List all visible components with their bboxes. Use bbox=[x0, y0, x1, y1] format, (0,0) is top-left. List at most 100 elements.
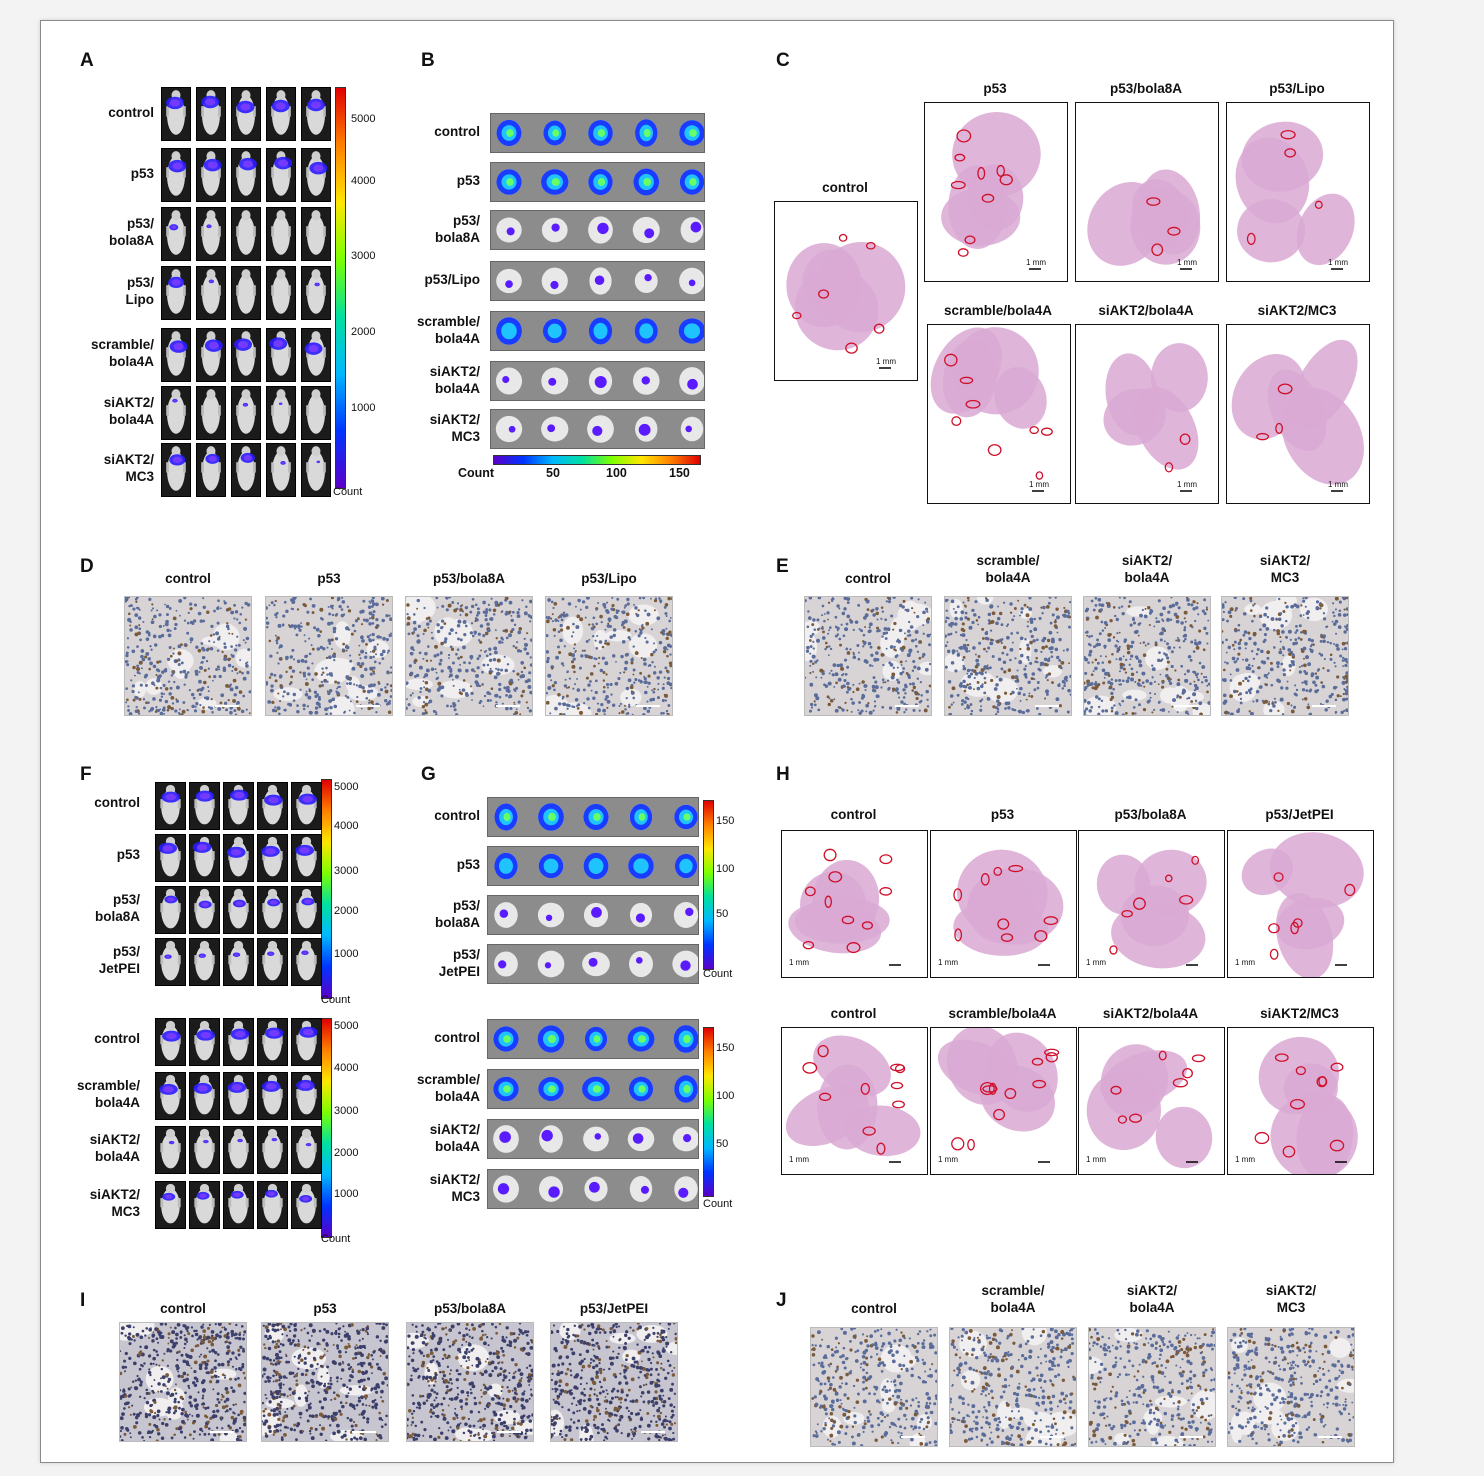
panel-a-row-label: siAKT2/ MC3 bbox=[103, 452, 154, 484]
panel-i-col-label: p53 bbox=[313, 1301, 337, 1316]
panel-b-colorbar-label: Count bbox=[458, 466, 495, 480]
panel-h-section-label: siAKT2/bola4A bbox=[1102, 1006, 1199, 1021]
mouse-image bbox=[291, 1072, 322, 1120]
scale-bar-label: 1 mm bbox=[1328, 480, 1348, 489]
mouse-image bbox=[223, 1126, 254, 1174]
mouse-image bbox=[161, 386, 191, 440]
mouse-image bbox=[291, 782, 322, 830]
panel-a-tick: 3000 bbox=[351, 250, 376, 262]
panel-a-row-label: p53/ Lipo bbox=[125, 275, 155, 307]
mouse-image bbox=[301, 386, 331, 440]
mouse-image bbox=[257, 834, 288, 882]
organ-image-strip bbox=[490, 261, 705, 301]
mouse-image bbox=[189, 938, 220, 986]
panel-d-col-label: control bbox=[165, 571, 211, 586]
panel-h-section-label: control bbox=[830, 1006, 877, 1021]
mouse-image bbox=[196, 328, 226, 382]
panel-g-row-label: siAKT2/ MC3 bbox=[429, 1172, 480, 1204]
ihc-image bbox=[545, 1320, 687, 1452]
organ-image-strip bbox=[490, 311, 706, 351]
mouse-image bbox=[223, 834, 254, 882]
panel-f-tick: 3000 bbox=[334, 865, 359, 877]
scale-bar-label: 1 mm bbox=[876, 357, 896, 366]
mouse-image bbox=[291, 886, 322, 934]
panel-f-colorbar-label: Count bbox=[321, 994, 351, 1006]
panel-b-row-label: control bbox=[434, 124, 480, 139]
mouse-image bbox=[189, 1126, 220, 1174]
panel-f-colorbar-bottom bbox=[321, 1018, 332, 1238]
lung-section-image bbox=[930, 830, 1077, 978]
lung-section-image bbox=[1075, 324, 1219, 504]
mouse-image bbox=[161, 266, 191, 320]
organ-image-strip bbox=[487, 1069, 699, 1109]
ihc-image bbox=[943, 590, 1073, 717]
scale-bar-label: 1 mm bbox=[789, 958, 809, 967]
panel-label-d: D bbox=[80, 556, 94, 577]
mouse-image bbox=[189, 1018, 220, 1066]
panel-a-tick: 5000 bbox=[351, 113, 376, 125]
mouse-image bbox=[223, 782, 254, 830]
mouse-image bbox=[223, 1072, 254, 1120]
panel-f-row-label: scramble/ bola4A bbox=[76, 1078, 140, 1110]
mouse-image bbox=[266, 328, 296, 382]
organ-image-strip bbox=[490, 210, 705, 250]
panel-e-col-label: siAKT2/ bola4A bbox=[1121, 553, 1173, 585]
panel-h-section-label: control bbox=[830, 807, 877, 822]
lung-section-image bbox=[1226, 324, 1370, 504]
organ-image-strip bbox=[490, 113, 705, 153]
panel-g-tick: 50 bbox=[716, 1138, 729, 1150]
panel-a-row-label: control bbox=[108, 105, 154, 120]
panel-f-tick: 2000 bbox=[334, 1147, 359, 1159]
panel-label-e: E bbox=[776, 556, 789, 577]
scale-bar-label: 1 mm bbox=[1235, 1155, 1255, 1164]
organ-image-strip bbox=[487, 1119, 700, 1159]
panel-c-section-label: scramble/bola4A bbox=[943, 303, 1053, 318]
mouse-image bbox=[257, 782, 288, 830]
ihc-image bbox=[1226, 1326, 1363, 1447]
panel-g-row-label: control bbox=[434, 808, 480, 823]
mouse-image bbox=[196, 207, 226, 261]
panel-label-j: J bbox=[776, 1290, 787, 1311]
panel-f-row-label: p53/ bola8A bbox=[94, 892, 140, 924]
panel-h-section-label: p53/bola8A bbox=[1114, 807, 1187, 822]
panel-label-c: C bbox=[776, 50, 790, 71]
mouse-image bbox=[155, 834, 186, 882]
mouse-image bbox=[196, 148, 226, 202]
scale-bar-label: 1 mm bbox=[1026, 258, 1046, 267]
panel-d-col-label: p53/Lipo bbox=[581, 571, 637, 586]
panel-f-row-label: p53/ JetPEI bbox=[98, 944, 140, 976]
panel-label-b: B bbox=[421, 50, 435, 71]
ihc-image bbox=[396, 1321, 545, 1442]
scale-bar-label: 1 mm bbox=[1177, 258, 1197, 267]
panel-i-col-label: p53/bola8A bbox=[433, 1301, 507, 1316]
lung-section-image bbox=[781, 830, 928, 978]
panel-g-row-label: control bbox=[434, 1030, 480, 1045]
panel-a-tick: 1000 bbox=[351, 402, 376, 414]
scale-bar-label: 1 mm bbox=[1235, 958, 1255, 967]
lung-section-image bbox=[774, 201, 918, 381]
mouse-image bbox=[301, 328, 331, 382]
panel-a-colorbar bbox=[335, 87, 346, 489]
scale-bar-label: 1 mm bbox=[1086, 958, 1106, 967]
lung-section-image bbox=[1227, 830, 1374, 979]
organ-image-strip bbox=[490, 409, 705, 449]
panel-f-tick: 3000 bbox=[334, 1105, 359, 1117]
panel-g-colorbar-top bbox=[703, 800, 714, 970]
panel-c-section-label: siAKT2/bola4A bbox=[1098, 303, 1194, 318]
panel-f-row-label: siAKT2/ bola4A bbox=[89, 1132, 140, 1164]
mouse-image bbox=[155, 1126, 186, 1174]
panel-label-a: A bbox=[80, 50, 94, 71]
panel-g-row-label: p53/ bola8A bbox=[434, 898, 480, 930]
ihc-image bbox=[539, 595, 674, 725]
scale-bar-label: 1 mm bbox=[1029, 480, 1049, 489]
ihc-image bbox=[799, 595, 937, 716]
panel-c-section-label: p53/Lipo bbox=[1269, 81, 1325, 96]
mouse-image bbox=[257, 1072, 288, 1120]
panel-g-colorbar-label: Count bbox=[703, 968, 733, 980]
mouse-image bbox=[291, 1018, 322, 1066]
panel-b-row-label: siAKT2/ bola4A bbox=[429, 364, 480, 396]
mouse-image bbox=[231, 266, 261, 320]
panel-d-col-label: p53/bola8A bbox=[432, 571, 506, 586]
panel-f-tick: 5000 bbox=[334, 781, 359, 793]
organ-image-strip bbox=[490, 361, 705, 401]
